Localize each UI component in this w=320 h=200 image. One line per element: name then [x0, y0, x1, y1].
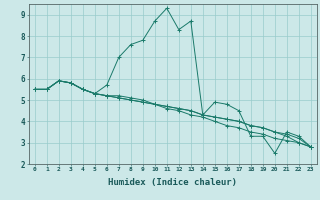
- X-axis label: Humidex (Indice chaleur): Humidex (Indice chaleur): [108, 178, 237, 187]
